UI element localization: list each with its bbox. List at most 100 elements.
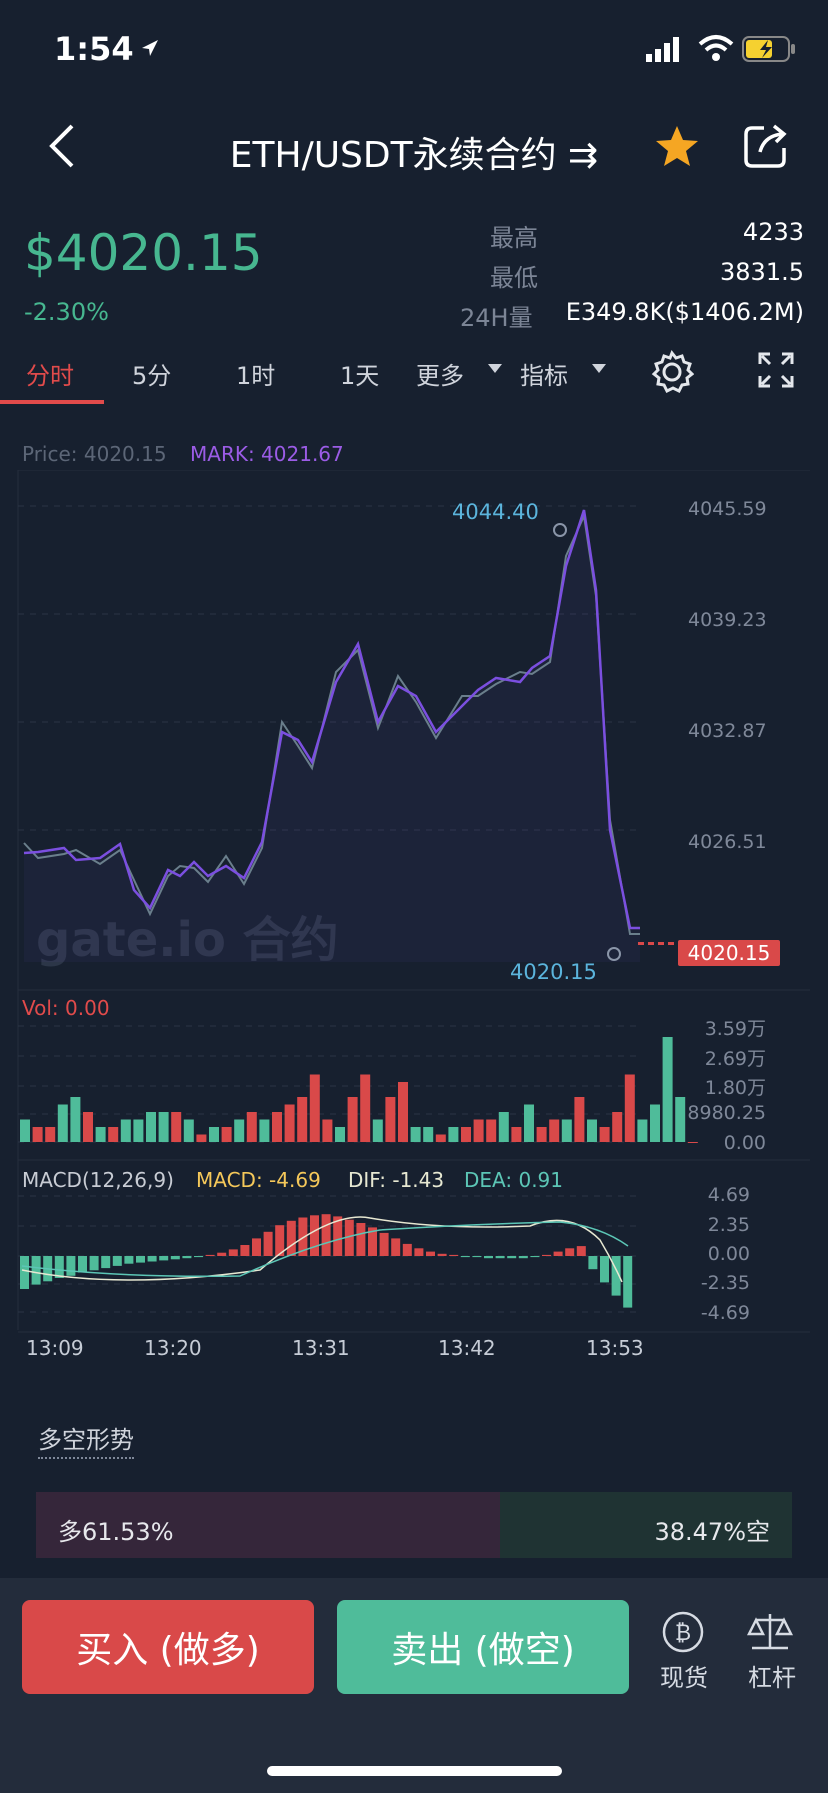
price-legend: Price: 4020.15 <box>22 442 167 466</box>
volume-bar <box>360 1074 371 1142</box>
x-tick: 13:09 <box>26 1336 84 1360</box>
price-lines <box>23 509 640 962</box>
volume-bar <box>435 1134 446 1142</box>
macd-bar <box>414 1248 424 1256</box>
volume-bar <box>662 1037 673 1142</box>
x-tick: 13:53 <box>586 1336 644 1360</box>
fullscreen-icon[interactable] <box>758 352 794 388</box>
settings-gear-icon[interactable] <box>650 350 694 394</box>
tab-1hour[interactable]: 1时 <box>236 362 276 390</box>
volume-bar <box>234 1119 245 1142</box>
high-annotation: 4044.40 <box>452 500 539 524</box>
volume-bar <box>335 1127 345 1142</box>
volume-bar <box>70 1097 81 1142</box>
volume-bar <box>486 1119 497 1142</box>
dea-value: DEA: 0.91 <box>464 1168 563 1192</box>
macd-bar <box>159 1256 169 1261</box>
high-label: 最高 <box>490 224 538 252</box>
macd-bar <box>437 1253 447 1256</box>
macd-lines <box>21 1216 629 1283</box>
macd-bar <box>112 1256 122 1266</box>
volume-label: 24H量 <box>460 304 533 332</box>
spot-button[interactable]: ₿ <box>658 1610 708 1690</box>
volume-bar <box>561 1119 572 1142</box>
macd-bar <box>275 1225 285 1256</box>
macd-bar <box>368 1227 377 1256</box>
macd-bar <box>124 1256 134 1264</box>
macd-tick: 4.69 <box>707 1184 750 1206</box>
sentiment-title[interactable]: 多空形势 <box>38 1420 134 1459</box>
volume-bars <box>20 1037 698 1143</box>
price-chart[interactable]: gate.io 合约 <box>0 470 828 1350</box>
macd-bar <box>89 1256 99 1271</box>
tab-more[interactable]: 更多 <box>416 362 464 390</box>
vol-tick: 0.00 <box>723 1132 766 1154</box>
tab-timeshare[interactable]: 分时 <box>26 362 74 390</box>
macd-bar <box>460 1256 470 1258</box>
page-title[interactable]: ETH/USDT永续合约 ⇉ <box>229 135 599 176</box>
macd-bar <box>565 1248 575 1256</box>
macd-bar <box>286 1220 296 1256</box>
low-label: 最低 <box>490 264 538 292</box>
volume-bar <box>196 1134 207 1142</box>
wifi-icon <box>698 35 734 61</box>
watermark: gate.io 合约 <box>36 912 339 968</box>
active-tab-indicator <box>0 400 104 404</box>
macd-tick: -4.69 <box>700 1302 750 1324</box>
volume-bar <box>171 1112 182 1142</box>
price-change: -2.30% <box>24 298 109 326</box>
volume-bar <box>574 1097 585 1142</box>
tab-5min[interactable]: 5分 <box>132 362 172 390</box>
macd-bar <box>623 1256 633 1308</box>
macd-bar <box>402 1243 412 1256</box>
share-icon[interactable] <box>742 122 790 170</box>
x-tick: 13:42 <box>438 1336 496 1360</box>
macd-bar <box>553 1251 563 1256</box>
high-point-marker <box>553 523 567 537</box>
spot-label[interactable]: 现货 <box>660 1664 708 1692</box>
buy-long-button[interactable]: 买入 (做多) <box>22 1600 314 1694</box>
dif-line <box>21 1216 623 1283</box>
spot-coin-icon: ₿ <box>662 1611 704 1653</box>
leverage-button[interactable] <box>746 1610 796 1654</box>
macd-bar <box>449 1254 459 1256</box>
y-tick: 4032.87 <box>688 720 767 742</box>
volume-bar <box>57 1104 68 1142</box>
volume-value: E349.8K($1406.2M) <box>565 298 804 326</box>
macd-bar <box>600 1256 609 1283</box>
volume-bar <box>385 1097 396 1142</box>
status-bar: 1:54 <box>0 0 828 100</box>
sell-short-button[interactable]: 卖出 (做空) <box>337 1600 629 1694</box>
macd-bar <box>252 1238 261 1256</box>
tab-1day[interactable]: 1天 <box>340 362 380 390</box>
macd-bar <box>263 1231 273 1256</box>
dea-line <box>21 1221 629 1278</box>
macd-bar <box>136 1256 145 1263</box>
volume-bar <box>448 1127 459 1142</box>
macd-bar <box>333 1216 343 1256</box>
low-point-marker <box>607 947 621 961</box>
volume-bar <box>158 1112 169 1142</box>
favorite-star-icon[interactable] <box>654 124 700 170</box>
tab-indicators[interactable]: 指标 <box>520 362 568 390</box>
macd-bar <box>240 1245 250 1256</box>
short-ratio-bar <box>500 1492 792 1558</box>
more-dropdown-icon <box>488 364 502 373</box>
macd-bar <box>298 1217 308 1256</box>
mark-series-line <box>23 509 640 930</box>
vol-tick: 1.80万 <box>704 1077 766 1099</box>
volume-bar <box>183 1119 194 1142</box>
current-price-line <box>638 942 674 945</box>
leverage-label[interactable]: 杠杆 <box>748 1664 796 1692</box>
macd-bar <box>542 1254 551 1256</box>
macd-bars <box>20 1214 633 1308</box>
volume-bar <box>133 1119 144 1142</box>
macd-bar <box>170 1256 180 1260</box>
volume-bar <box>624 1074 635 1142</box>
macd-bar <box>321 1214 331 1256</box>
nav-header <box>0 100 828 200</box>
volume-bar <box>209 1127 219 1142</box>
volume-bar <box>637 1119 648 1142</box>
macd-bar <box>194 1256 203 1258</box>
back-icon[interactable] <box>46 122 76 172</box>
